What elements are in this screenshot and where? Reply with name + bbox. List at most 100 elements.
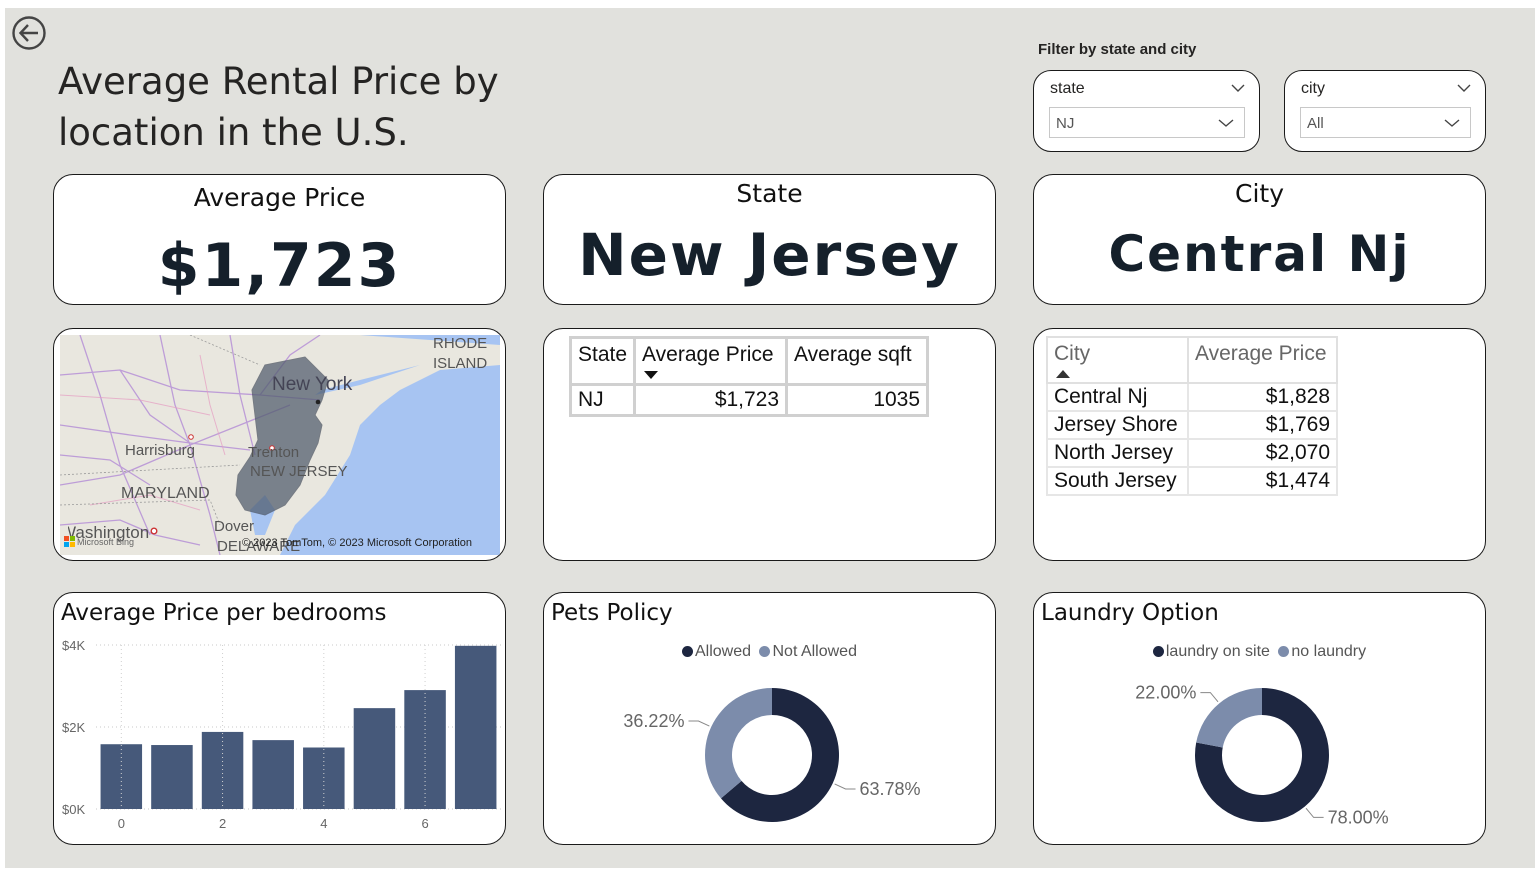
- kpi-label: State: [736, 179, 803, 208]
- x-tick-label: 2: [219, 816, 226, 831]
- legend: laundry on site no laundry: [1034, 643, 1485, 661]
- bar-chart[interactable]: $0K $2K $4K 0 2 4 6: [54, 593, 506, 845]
- legend-item[interactable]: Not Allowed: [759, 643, 857, 661]
- filter-title: Filter by state and city: [1038, 41, 1197, 58]
- bar[interactable]: [252, 740, 294, 809]
- bar[interactable]: [100, 744, 143, 809]
- kpi-label: Average Price: [193, 183, 366, 212]
- city-dropdown[interactable]: All: [1300, 107, 1471, 138]
- kpi-value: $1,723: [157, 231, 402, 301]
- state-dropdown-value: NJ: [1056, 115, 1075, 132]
- bar-chart-card: Average Price per bedrooms $0K $2K $4K 0 2 4 6: [53, 592, 506, 845]
- x-tick-label: 0: [118, 816, 125, 831]
- cell-average-price: $1,769: [1187, 411, 1338, 440]
- data-label: 78.00%: [1328, 807, 1389, 827]
- column-header-state[interactable]: State: [568, 336, 637, 386]
- leader-line: [834, 783, 856, 790]
- donut-slice[interactable]: [1196, 688, 1262, 748]
- map-label: MARYLAND: [121, 485, 210, 502]
- leader-line: [688, 720, 710, 727]
- column-header-average-price[interactable]: Average Price: [1187, 336, 1338, 384]
- map-attribution: © 2023 TomTom, © 2023 Microsoft Corporat…: [242, 537, 472, 549]
- kpi-value: Central Nj: [1108, 225, 1411, 283]
- chevron-down-icon[interactable]: [1444, 118, 1460, 128]
- bar[interactable]: [303, 747, 345, 810]
- cell-average-sqft: 1035: [785, 383, 930, 417]
- laundry-option-card: Laundry Option laundry on site no laundr…: [1033, 592, 1486, 845]
- city-slicer: city All: [1284, 70, 1486, 152]
- donut-slice[interactable]: [720, 688, 839, 822]
- cell-average-price: $2,070: [1187, 439, 1338, 468]
- bar[interactable]: [201, 731, 244, 809]
- bar[interactable]: [353, 708, 396, 809]
- legend-dot: [1278, 646, 1290, 657]
- kpi-card-city: City Central Nj: [1033, 174, 1486, 305]
- map-card: RHODE ISLAND New York Harrisburg Trenton…: [53, 328, 506, 561]
- table-row[interactable]: South Jersey $1,474: [1046, 467, 1338, 496]
- table-row[interactable]: Central Nj $1,828: [1046, 383, 1338, 412]
- cell-city: South Jersey: [1046, 467, 1189, 496]
- city-dropdown-value: All: [1307, 115, 1324, 132]
- y-tick-label: $2K: [62, 720, 85, 735]
- data-label: 63.78%: [860, 779, 921, 799]
- cell-city: Jersey Shore: [1046, 411, 1189, 440]
- table-row[interactable]: Jersey Shore $1,769: [1046, 411, 1338, 440]
- back-arrow-icon[interactable]: [12, 16, 46, 50]
- legend-item[interactable]: no laundry: [1278, 643, 1366, 661]
- state-table-card: State Average Price Average sqft NJ $1,7…: [543, 328, 996, 561]
- column-header-city[interactable]: City: [1046, 336, 1189, 384]
- map-label: Washington: [60, 523, 149, 542]
- donut-chart[interactable]: 78.00% 22.00%: [1034, 593, 1486, 845]
- state-dropdown[interactable]: NJ: [1049, 107, 1245, 138]
- bing-label: Microsoft Bing: [77, 537, 134, 547]
- map-label: Harrisburg: [125, 442, 195, 459]
- donut-slice[interactable]: [705, 688, 772, 799]
- kpi-value: New Jersey: [578, 221, 961, 289]
- cell-average-price: $1,723: [633, 383, 789, 417]
- x-tick-label: 4: [320, 816, 327, 831]
- y-tick-label: $4K: [62, 638, 85, 653]
- report-canvas: Average Rental Price by location in the …: [5, 8, 1535, 868]
- kpi-card-average-price: Average Price $1,723: [53, 174, 506, 305]
- cell-average-price: $1,474: [1187, 467, 1338, 496]
- legend-dot: [682, 646, 693, 657]
- bar[interactable]: [151, 745, 193, 809]
- legend-item[interactable]: Allowed: [682, 643, 751, 661]
- map-visual[interactable]: RHODE ISLAND New York Harrisburg Trenton…: [60, 335, 500, 555]
- legend-dot: [759, 646, 771, 657]
- column-header-average-sqft[interactable]: Average sqft: [785, 336, 930, 386]
- cell-state: NJ: [568, 383, 637, 417]
- chevron-down-icon[interactable]: [1231, 83, 1245, 93]
- page-title: Average Rental Price by location in the …: [58, 60, 499, 154]
- donut-slice[interactable]: [1195, 688, 1329, 822]
- legend-item[interactable]: laundry on site: [1152, 643, 1270, 661]
- map-label: Trenton: [248, 444, 299, 461]
- donut-chart[interactable]: 63.78% 36.22%: [544, 593, 996, 845]
- cell-city: Central Nj: [1046, 383, 1189, 412]
- sort-descending-icon: [644, 371, 659, 379]
- map-label: DELAWARE: [217, 538, 300, 555]
- data-label: 22.00%: [1135, 683, 1196, 703]
- table-row[interactable]: North Jersey $2,070: [1046, 439, 1338, 468]
- kpi-label: City: [1235, 179, 1284, 208]
- cell-average-price: $1,828: [1187, 383, 1338, 412]
- map-label: New York: [272, 374, 353, 395]
- legend: Allowed Not Allowed: [544, 643, 995, 661]
- chevron-down-icon[interactable]: [1457, 83, 1471, 93]
- column-header-average-price[interactable]: Average Price: [633, 336, 789, 386]
- sort-ascending-icon: [1056, 370, 1070, 378]
- bar[interactable]: [454, 645, 497, 809]
- chevron-down-icon[interactable]: [1218, 118, 1234, 128]
- chart-title: Pets Policy: [551, 600, 673, 626]
- cell-city: North Jersey: [1046, 439, 1189, 468]
- city-slicer-label: city: [1301, 80, 1325, 97]
- bing-logo: Microsoft Bing: [64, 536, 134, 547]
- city-table-card: City Average Price Central Nj $1,828 Jer…: [1033, 328, 1486, 561]
- state-slicer-label: state: [1050, 80, 1085, 97]
- leader-line: [1200, 692, 1219, 703]
- table-row[interactable]: NJ $1,723 1035: [568, 383, 930, 417]
- kpi-card-state: State New Jersey: [543, 174, 996, 305]
- map-label: NEW JERSEY: [250, 463, 348, 480]
- chart-title: Average Price per bedrooms: [61, 600, 387, 626]
- legend-dot: [1152, 646, 1164, 657]
